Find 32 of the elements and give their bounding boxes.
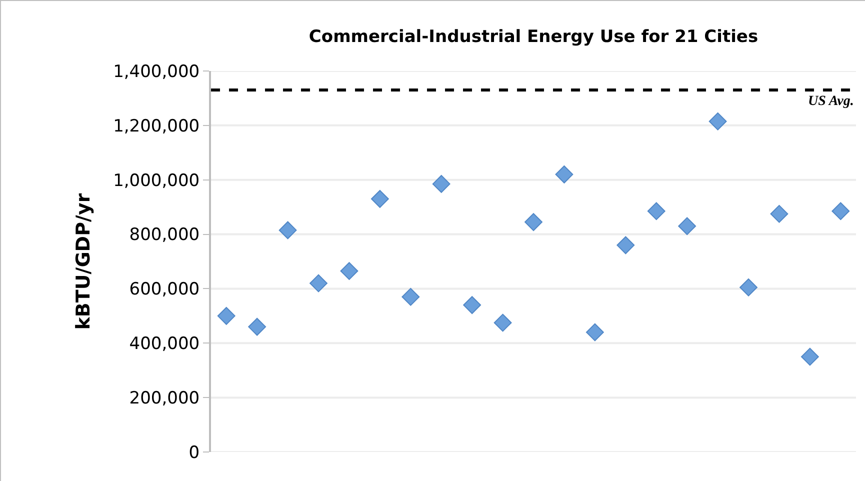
point — [678, 217, 696, 236]
point — [555, 165, 574, 184]
point — [463, 296, 482, 314]
chart-title: Commercial-Industrial Energy Use for 21 Cities — [308, 26, 758, 47]
y-tick-label: 800,000 — [129, 225, 200, 246]
point — [708, 112, 727, 130]
point — [310, 274, 328, 292]
y-tick-label: 1,000,000 — [113, 170, 200, 191]
point — [586, 323, 604, 342]
point — [800, 348, 819, 366]
y-axis-title: kBTU/GDP/yr — [72, 192, 94, 330]
ref-line-label: US Avg. — [808, 94, 854, 109]
y-tick-label: 600,000 — [129, 280, 200, 300]
y-tick-label: 1,200,000 — [113, 116, 200, 136]
y-tick-label: 400,000 — [129, 334, 200, 354]
point — [494, 314, 512, 332]
point — [770, 204, 788, 223]
point — [647, 202, 666, 220]
y-tick-label: 1,400,000 — [113, 62, 200, 82]
point — [740, 278, 758, 296]
point — [248, 318, 266, 336]
point — [616, 236, 635, 254]
point — [340, 262, 358, 280]
point — [402, 288, 420, 306]
point — [370, 190, 389, 208]
y-tick-label: 200,000 — [129, 388, 200, 409]
point — [524, 213, 542, 231]
point — [217, 306, 236, 325]
point — [832, 202, 850, 220]
y-tick-label: 0 — [188, 442, 200, 463]
point — [278, 221, 297, 240]
point — [432, 174, 450, 193]
